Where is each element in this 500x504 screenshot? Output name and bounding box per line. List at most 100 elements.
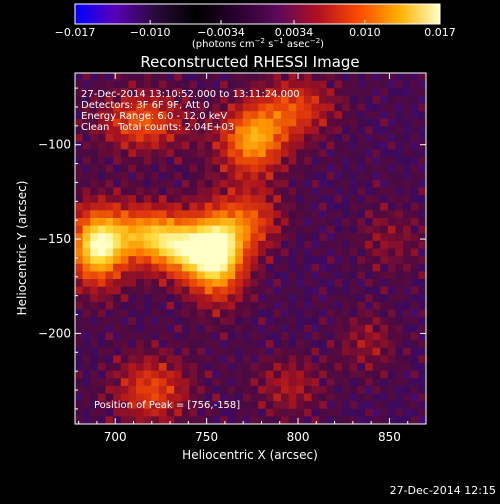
heatmap-cell	[410, 179, 419, 189]
heatmap-cell	[82, 172, 91, 181]
heatmap-cell	[128, 240, 137, 250]
heatmap-cell	[235, 256, 244, 265]
heatmap-cell	[311, 88, 320, 97]
heatmap-cell	[113, 164, 122, 173]
heatmap-cell	[357, 172, 366, 181]
heatmap-cell	[158, 324, 168, 334]
heatmap-cell	[395, 279, 404, 288]
heatmap-cell	[364, 179, 374, 189]
heatmap-cell	[235, 187, 244, 196]
heatmap-cell	[372, 294, 381, 303]
heatmap-cell	[380, 111, 389, 120]
heatmap-cell	[212, 286, 221, 295]
heatmap-cell	[227, 210, 236, 219]
heatmap-cell	[311, 393, 320, 402]
heatmap-cell	[151, 355, 160, 364]
heatmap-cell	[197, 95, 206, 105]
heatmap-cell	[342, 80, 351, 89]
heatmap-cell	[250, 103, 259, 112]
heatmap-cell	[319, 378, 328, 387]
heatmap-cell	[174, 355, 183, 364]
heatmap-cell	[357, 126, 366, 135]
heatmap-cell	[136, 263, 145, 272]
heatmap-cell	[265, 210, 274, 219]
heatmap-cell	[288, 294, 297, 303]
heatmap-cell	[311, 401, 320, 410]
heatmap-cell	[403, 408, 412, 417]
heatmap-cell	[242, 355, 252, 364]
heatmap-cell	[151, 271, 160, 280]
heatmap-cell	[380, 279, 389, 288]
heatmap-cell	[181, 279, 191, 288]
heatmap-cell	[181, 195, 191, 204]
heatmap-cell	[395, 362, 404, 372]
colorbar-tick-label: 0.010	[349, 26, 381, 39]
heatmap-cell	[303, 263, 313, 272]
heatmap-cell	[334, 217, 343, 227]
heatmap-cell	[90, 370, 99, 379]
heatmap-cell	[418, 294, 426, 303]
heatmap-cell	[319, 347, 328, 356]
heatmap-cell	[273, 271, 282, 280]
heatmap-cell	[219, 317, 229, 326]
heatmap-cell	[97, 294, 107, 303]
heatmap-cell	[219, 88, 229, 97]
heatmap-cell	[265, 355, 274, 364]
heatmap-cell	[288, 301, 297, 311]
heatmap-cell	[120, 156, 130, 166]
heatmap-cell	[75, 416, 84, 424]
heatmap-cell	[75, 225, 84, 234]
heatmap-cell	[128, 111, 137, 120]
heatmap-cell	[181, 362, 191, 372]
heatmap-cell	[250, 385, 259, 395]
heatmap-cell	[82, 279, 91, 288]
heatmap-cell	[342, 225, 351, 234]
heatmap-cell	[410, 347, 419, 356]
heatmap-cell	[372, 271, 381, 280]
heatmap-cell	[265, 378, 274, 387]
heatmap-cell	[235, 149, 244, 158]
heatmap-cell	[235, 134, 244, 143]
heatmap-cell	[334, 324, 343, 334]
heatmap-cell	[265, 263, 274, 272]
heatmap-cell	[82, 370, 91, 379]
heatmap-cell	[219, 362, 229, 372]
heatmap-cell	[174, 73, 183, 82]
heatmap-cell	[204, 141, 213, 150]
heatmap-cell	[303, 95, 313, 105]
heatmap-cell	[380, 401, 389, 410]
heatmap-cell	[395, 217, 404, 227]
heatmap-cell	[212, 210, 221, 219]
heatmap-cell	[250, 317, 259, 326]
heatmap-cell	[204, 134, 213, 143]
heatmap-cell	[357, 370, 366, 379]
heatmap-cell	[113, 95, 122, 105]
heatmap-cell	[334, 73, 343, 82]
heatmap-cell	[395, 248, 404, 257]
heatmap-cell	[258, 80, 267, 89]
heatmap-cell	[212, 248, 221, 257]
heatmap-cell	[288, 225, 297, 234]
heatmap-cell	[105, 210, 114, 219]
heatmap-cell	[364, 362, 374, 372]
heatmap-cell	[174, 225, 183, 234]
heatmap-cell	[166, 95, 175, 105]
heatmap-cell	[403, 80, 412, 89]
heatmap-cell	[105, 103, 114, 112]
heatmap-cell	[372, 301, 381, 311]
heatmap-cell	[334, 111, 343, 120]
heatmap-cell	[319, 309, 328, 318]
heatmap-cell	[181, 179, 191, 189]
heatmap-cell	[273, 347, 282, 356]
heatmap-cell	[357, 134, 366, 143]
heatmap-cell	[265, 393, 274, 402]
heatmap-cell	[113, 294, 122, 303]
heatmap-cell	[395, 156, 404, 166]
heatmap-cell	[288, 401, 297, 410]
heatmap-cell	[235, 301, 244, 311]
heatmap-cell	[204, 286, 213, 295]
heatmap-cell	[212, 385, 221, 395]
heatmap-cell	[319, 225, 328, 234]
heatmap-cell	[82, 195, 91, 204]
heatmap-cell	[120, 385, 130, 395]
